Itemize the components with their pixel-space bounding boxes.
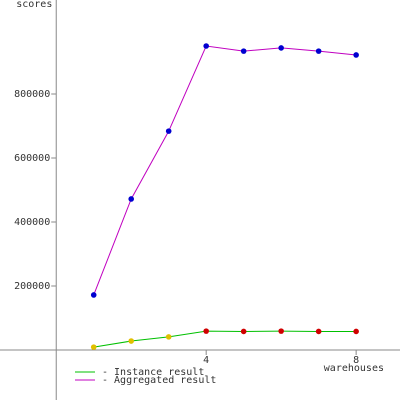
data-point bbox=[165, 334, 172, 340]
data-point bbox=[278, 328, 284, 334]
legend-label: - Instance result bbox=[102, 367, 204, 378]
data-point bbox=[90, 292, 97, 298]
y-tick-label: 600000 bbox=[14, 153, 50, 164]
data-point bbox=[165, 128, 172, 134]
series-line bbox=[93, 45, 357, 296]
y-tick-label: 800000 bbox=[14, 89, 50, 100]
x-tick-label: 4 bbox=[203, 355, 209, 366]
data-point bbox=[90, 344, 97, 350]
x-axis-label: warehouses bbox=[324, 363, 384, 374]
x-tick-label: 8 bbox=[353, 355, 359, 366]
series-line bbox=[93, 330, 357, 348]
data-point bbox=[128, 338, 135, 344]
data-point bbox=[128, 196, 135, 202]
data-point bbox=[203, 43, 209, 49]
data-point bbox=[240, 48, 247, 54]
data-point bbox=[353, 328, 359, 335]
y-tick-label: 400000 bbox=[14, 217, 50, 228]
data-point bbox=[240, 328, 247, 335]
data-point bbox=[278, 45, 284, 51]
data-point bbox=[315, 48, 322, 54]
data-point bbox=[315, 328, 322, 335]
data-point bbox=[203, 328, 209, 334]
data-point bbox=[353, 52, 359, 58]
y-tick-label: 200000 bbox=[14, 281, 50, 292]
y-axis-label: scores bbox=[16, 0, 52, 10]
legend-label: - Aggregated result bbox=[102, 375, 216, 386]
